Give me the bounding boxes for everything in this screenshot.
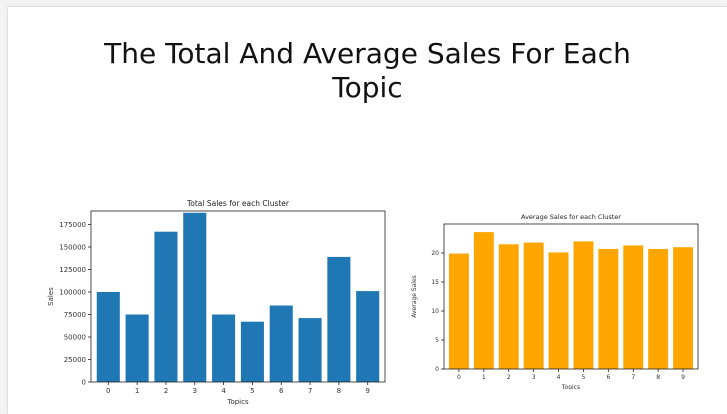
x-tick-label: 2: [507, 374, 511, 381]
y-axis-label: Sales: [47, 287, 55, 306]
total-sales-chart-svg: Total Sales for each Cluster 0 25000 50000 7…: [47, 199, 386, 405]
bar-8: [648, 248, 669, 369]
x-tick-label: 4: [557, 374, 561, 381]
chart-title: Average Sales for each Cluster: [521, 213, 621, 221]
x-tick-label: 3: [193, 387, 197, 395]
bar-3: [523, 242, 544, 369]
bar-5: [240, 321, 264, 382]
bar-9: [673, 247, 694, 369]
bar-2: [498, 244, 519, 369]
x-tick-label: 7: [631, 374, 635, 381]
bar-7: [623, 245, 644, 369]
bar-1: [473, 232, 494, 369]
y-tick-label: 100000: [59, 288, 86, 296]
x-axis-label: Topics: [226, 398, 249, 405]
x-tick-label: 2: [164, 387, 168, 395]
y-tick-label: 0: [435, 366, 439, 373]
x-tick-label: 5: [250, 387, 254, 395]
bar-0: [448, 253, 469, 369]
y-tick-label: 10: [431, 308, 439, 315]
bar-5: [573, 241, 594, 369]
bar-4: [212, 314, 236, 382]
y-axis-label: Average Sales: [411, 275, 418, 318]
x-tick-label: 0: [106, 387, 110, 395]
bar-7: [298, 318, 322, 382]
chart-title: Total Sales for each Cluster: [186, 199, 290, 208]
x-tick-label: 6: [606, 374, 610, 381]
x-tick-label: 7: [308, 387, 312, 395]
x-axis-label: Topics: [561, 384, 580, 389]
x-tick-label: 5: [582, 374, 586, 381]
y-tick-label: 20: [431, 250, 439, 257]
x-tick-label: 0: [457, 374, 461, 381]
bar-9: [356, 291, 380, 382]
bar-6: [598, 248, 619, 369]
x-tick-label: 1: [482, 374, 486, 381]
average-sales-chart: Average Sales for each Cluster 0 5 10 15 20 0 1…: [406, 205, 712, 389]
x-tick-label: 8: [656, 374, 660, 381]
plot-frame: [90, 210, 386, 383]
x-tick-label: 6: [279, 387, 284, 395]
bar-2: [154, 231, 178, 382]
x-tick-label: 3: [532, 374, 536, 381]
y-tick-label: 15: [431, 279, 439, 286]
x-tick-label: 8: [337, 387, 341, 395]
bar-0: [96, 292, 120, 382]
bar-8: [327, 256, 351, 382]
x-tick-label: 1: [135, 387, 139, 395]
x-tick-label: 9: [681, 374, 685, 381]
slide: The Total And Average Sales For Each Top…: [8, 7, 727, 414]
total-sales-chart: Total Sales for each Cluster 0 25000 50000 7…: [44, 190, 396, 405]
y-tick-label: 5: [435, 337, 439, 344]
bar-4: [548, 252, 569, 369]
y-tick-label: 150000: [59, 243, 86, 251]
x-tick-label: 9: [365, 387, 369, 395]
plot-frame: [443, 223, 699, 370]
y-tick-label: 25000: [64, 356, 86, 364]
y-tick-label: 125000: [59, 266, 86, 274]
bar-1: [125, 314, 149, 382]
x-tick-label: 4: [221, 387, 226, 395]
bar-3: [183, 212, 207, 382]
y-tick-label: 0: [82, 378, 86, 386]
slide-title: The Total And Average Sales For Each Top…: [104, 37, 631, 104]
y-tick-label: 175000: [59, 221, 86, 229]
y-tick-label: 50000: [64, 333, 86, 341]
y-tick-label: 75000: [64, 311, 86, 319]
bar-6: [269, 305, 293, 382]
